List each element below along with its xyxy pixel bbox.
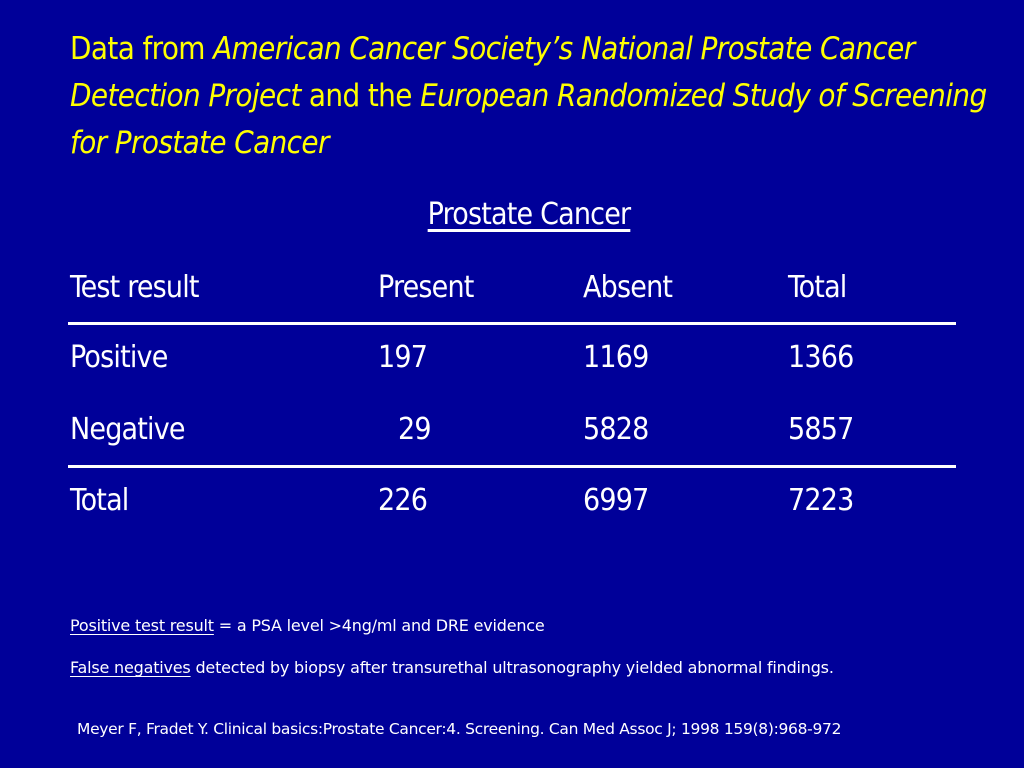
header-test-result: Test result bbox=[70, 270, 200, 305]
cell-present: 197 bbox=[378, 340, 428, 375]
note-text: detected by biopsy after transurethal ul… bbox=[190, 658, 834, 677]
title-source-1: American Cancer Society’s National Prost… bbox=[70, 31, 915, 114]
note-term: Positive test result bbox=[70, 616, 214, 635]
citation: Meyer F, Fradet Y. Clinical basics:Prost… bbox=[77, 720, 842, 738]
title-source-2: European Randomized Study of Screening f… bbox=[70, 78, 987, 161]
cell-present: 226 bbox=[378, 483, 428, 518]
cell-total: 1366 bbox=[788, 340, 854, 375]
title-text: Data from bbox=[70, 31, 214, 67]
row-label: Negative bbox=[70, 412, 186, 447]
header-absent: Absent bbox=[583, 270, 673, 305]
row-label: Total bbox=[70, 483, 129, 518]
cell-present: 29 bbox=[398, 412, 432, 447]
cell-absent: 6997 bbox=[583, 483, 649, 518]
table-caption: Prostate Cancer bbox=[427, 197, 631, 232]
slide-title: Data from American Cancer Society’s Nati… bbox=[70, 26, 1010, 167]
cell-total: 5857 bbox=[788, 412, 854, 447]
total-divider bbox=[68, 465, 956, 468]
note-term: False negatives bbox=[70, 658, 191, 677]
cell-absent: 5828 bbox=[583, 412, 649, 447]
note-text: = a PSA level >4ng/ml and DRE evidence bbox=[213, 616, 545, 635]
note-false-negatives: False negatives detected by biopsy after… bbox=[70, 656, 970, 680]
row-label: Positive bbox=[70, 340, 168, 375]
title-connector: and the bbox=[300, 78, 421, 114]
note-positive-definition: Positive test result = a PSA level >4ng/… bbox=[70, 614, 970, 638]
cell-total: 7223 bbox=[788, 483, 854, 518]
header-total: Total bbox=[788, 270, 847, 305]
header-present: Present bbox=[378, 270, 474, 305]
cell-absent: 1169 bbox=[583, 340, 649, 375]
header-divider bbox=[68, 322, 956, 325]
